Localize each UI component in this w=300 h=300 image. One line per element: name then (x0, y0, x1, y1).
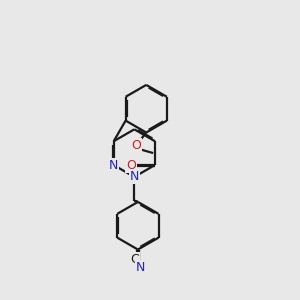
Text: N: N (130, 170, 139, 183)
Text: N: N (109, 158, 118, 172)
Text: O: O (131, 139, 141, 152)
Text: O: O (126, 158, 136, 172)
Text: C: C (130, 253, 139, 266)
Text: N: N (136, 261, 146, 274)
